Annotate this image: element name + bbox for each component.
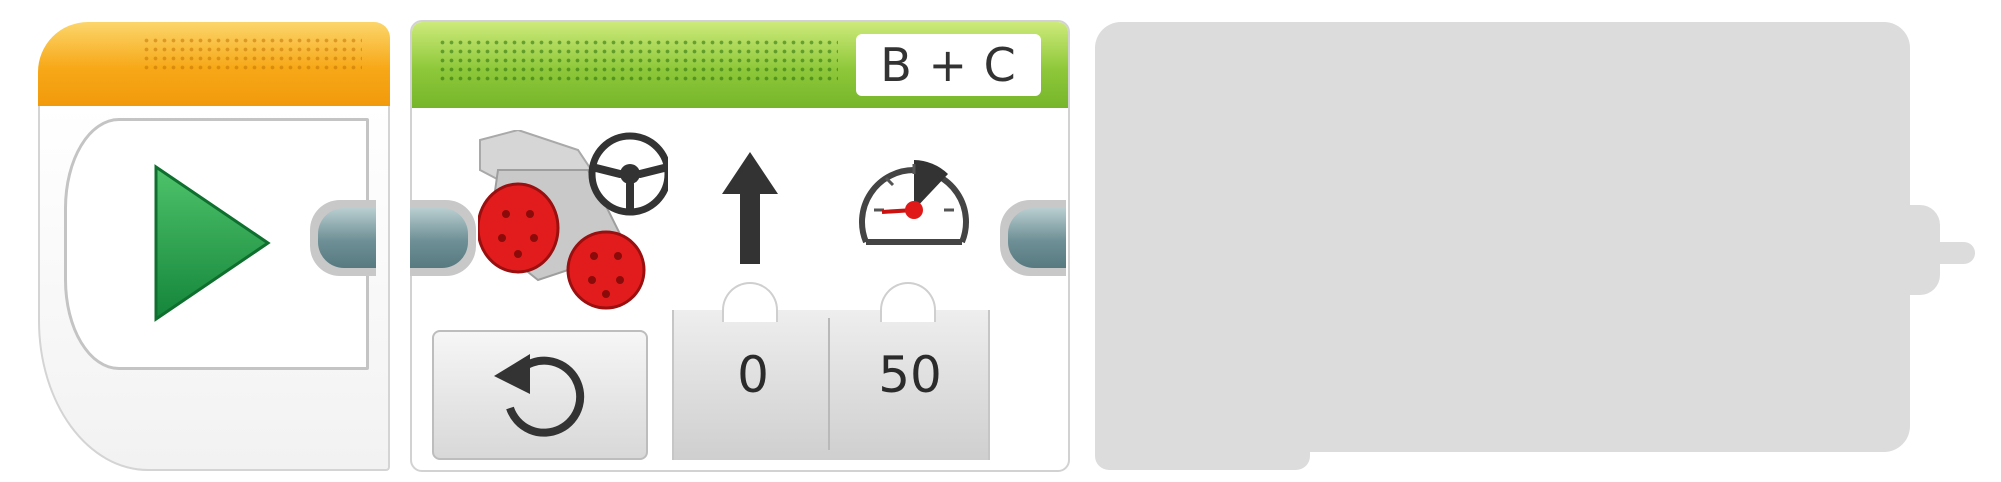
mode-selector-button[interactable] <box>432 330 648 460</box>
placeholder-block[interactable] <box>1095 22 1910 452</box>
rotate-icon <box>494 354 585 437</box>
start-output-connector[interactable] <box>310 200 376 276</box>
move-steering-input-connector[interactable] <box>410 200 476 276</box>
power-value-field[interactable]: 50 <box>878 346 942 404</box>
up-arrow-icon <box>722 152 778 264</box>
speed-param-tab <box>880 282 936 322</box>
steering-value-field[interactable]: 0 <box>737 346 769 404</box>
steering-param-tab <box>722 282 778 322</box>
placeholder-block-wire <box>1935 242 1975 264</box>
placeholder-block-foot <box>1095 400 1310 470</box>
port-selector[interactable]: B + C <box>856 34 1041 96</box>
parameter-panel <box>672 310 990 460</box>
start-block-header[interactable] <box>38 22 390 106</box>
speedometer-icon <box>859 160 969 245</box>
parameter-divider <box>828 318 830 450</box>
play-triangle-icon <box>154 164 271 322</box>
move-steering-output-connector[interactable] <box>1000 200 1066 276</box>
steering-motor-icon <box>476 128 672 310</box>
steering-wheel-icon <box>588 132 672 216</box>
